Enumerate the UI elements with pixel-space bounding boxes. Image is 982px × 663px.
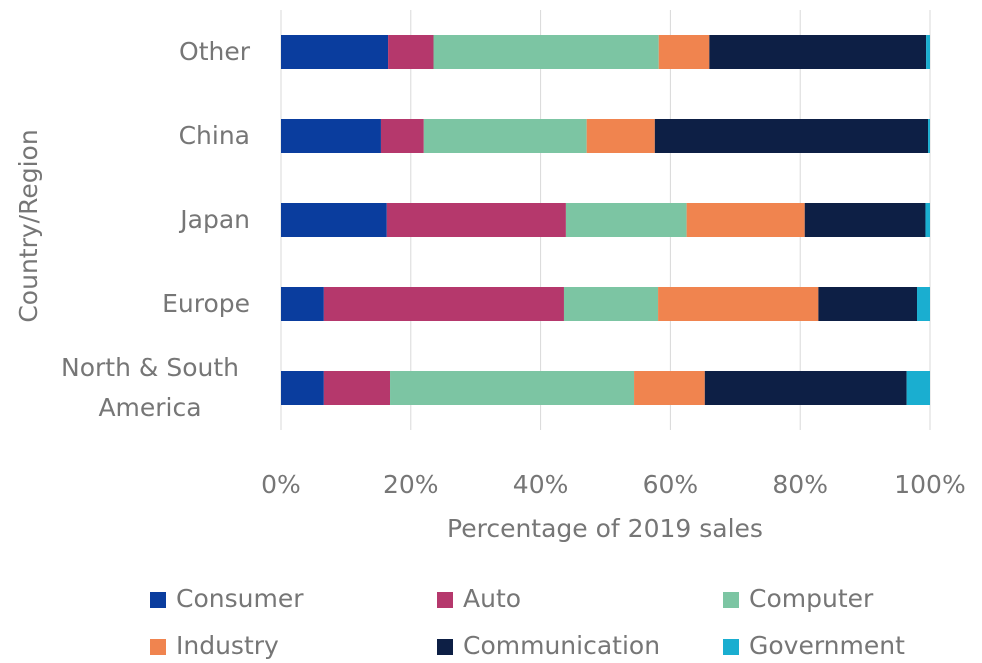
- bar-segment: [433, 35, 659, 69]
- legend-label: Government: [749, 631, 905, 660]
- bar-segment: [323, 287, 564, 321]
- bar-segment: [925, 203, 930, 237]
- x-tick-label: 20%: [383, 470, 439, 499]
- legend-label: Industry: [176, 631, 279, 660]
- legend-label: Computer: [749, 584, 874, 613]
- bar-segment: [323, 371, 391, 405]
- x-axis-label: Percentage of 2019 sales: [447, 514, 763, 543]
- bar-segment: [281, 287, 324, 321]
- legend-label: Communication: [463, 631, 660, 660]
- y-tick-text: Japan: [180, 205, 250, 234]
- x-tick-label: 60%: [643, 470, 699, 499]
- bar-segment: [818, 287, 918, 321]
- bar-segment: [658, 287, 819, 321]
- bar-segment: [917, 287, 930, 321]
- bar-segment: [686, 203, 805, 237]
- bar-segment: [704, 371, 907, 405]
- legend-swatch: [150, 639, 166, 655]
- y-tick-text: North & South America: [61, 353, 239, 422]
- x-tick-label: 40%: [513, 470, 569, 499]
- y-tick-label: Japan: [180, 200, 250, 240]
- bar-segment: [281, 203, 387, 237]
- y-tick-text: Europe: [162, 289, 250, 318]
- bar-segment: [390, 371, 635, 405]
- bar-segment: [654, 119, 929, 153]
- bar-segment: [586, 119, 655, 153]
- bar-segment: [634, 371, 705, 405]
- y-tick-text: Other: [179, 37, 250, 66]
- y-tick-label: Europe: [162, 284, 250, 324]
- legend-swatch: [150, 592, 166, 608]
- bar-segment: [423, 119, 587, 153]
- bar-segment: [388, 35, 434, 69]
- bar-segment: [281, 119, 381, 153]
- legend-swatch: [723, 592, 739, 608]
- y-axis-label: Country/Region: [14, 129, 43, 322]
- legend-label: Auto: [463, 584, 521, 613]
- bar-segment: [928, 119, 930, 153]
- bar-segment: [563, 287, 659, 321]
- bar-segment: [906, 371, 930, 405]
- bar-segment: [386, 203, 566, 237]
- bar-segment: [380, 119, 424, 153]
- bar-segment: [804, 203, 926, 237]
- y-tick-text: China: [178, 121, 250, 150]
- bar-segment: [709, 35, 927, 69]
- x-tick-label: 0%: [261, 470, 301, 499]
- y-tick-label: Other: [179, 32, 250, 72]
- legend-swatch: [723, 639, 739, 655]
- bar-segment: [565, 203, 687, 237]
- y-tick-label: China: [179, 116, 250, 156]
- legend-swatch: [437, 592, 453, 608]
- bar-segment: [281, 35, 389, 69]
- bar-segment: [658, 35, 710, 69]
- bar-segment: [281, 371, 324, 405]
- y-tick-label: North & South America: [50, 348, 250, 428]
- x-tick-label: 100%: [894, 470, 965, 499]
- legend-swatch: [437, 639, 453, 655]
- x-tick-label: 80%: [772, 470, 828, 499]
- legend-label: Consumer: [176, 584, 304, 613]
- bar-segment: [926, 35, 930, 69]
